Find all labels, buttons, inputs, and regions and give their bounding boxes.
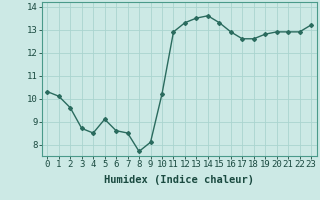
X-axis label: Humidex (Indice chaleur): Humidex (Indice chaleur) <box>104 175 254 185</box>
